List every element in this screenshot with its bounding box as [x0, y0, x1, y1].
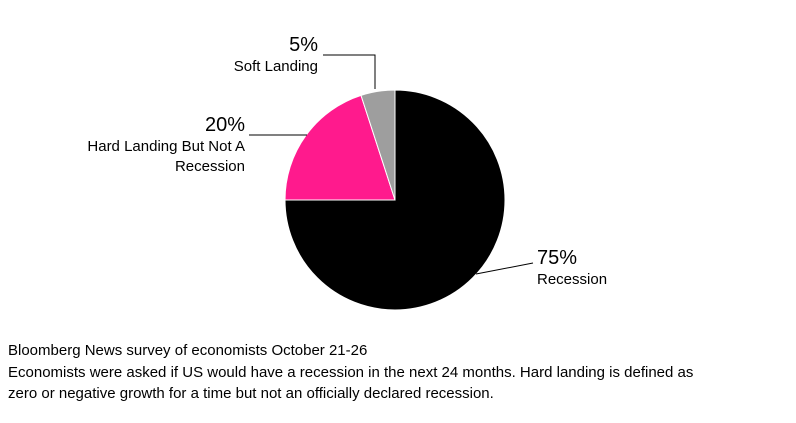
hard-landing-label: Hard Landing But Not A Recession: [87, 138, 245, 175]
callout-soft-landing: 5% Soft Landing: [118, 33, 318, 77]
recession-percent: 75%: [537, 247, 578, 269]
hard-landing-percent: 20%: [204, 114, 245, 136]
pie-slices: [284, 89, 506, 311]
callout-hard-landing: 20% Hard Landing But Not A Recession: [35, 113, 245, 177]
chart-footer: Bloomberg News survey of economists Octo…: [8, 340, 718, 404]
source-note: Bloomberg News survey of economists Octo…: [8, 342, 368, 359]
chart-description: Economists were asked if US would have a…: [8, 364, 694, 402]
pie-slice-soft-landing: [360, 89, 396, 201]
pie-chart: [249, 54, 534, 311]
leader-line-recession: [475, 262, 534, 275]
soft-landing-label: Soft Landing: [233, 58, 318, 75]
soft-landing-percent: 5%: [289, 34, 318, 56]
leader-line-soft-landing: [323, 54, 376, 89]
callout-recession: 75% Recession: [537, 246, 717, 290]
recession-label: Recession: [537, 271, 608, 288]
